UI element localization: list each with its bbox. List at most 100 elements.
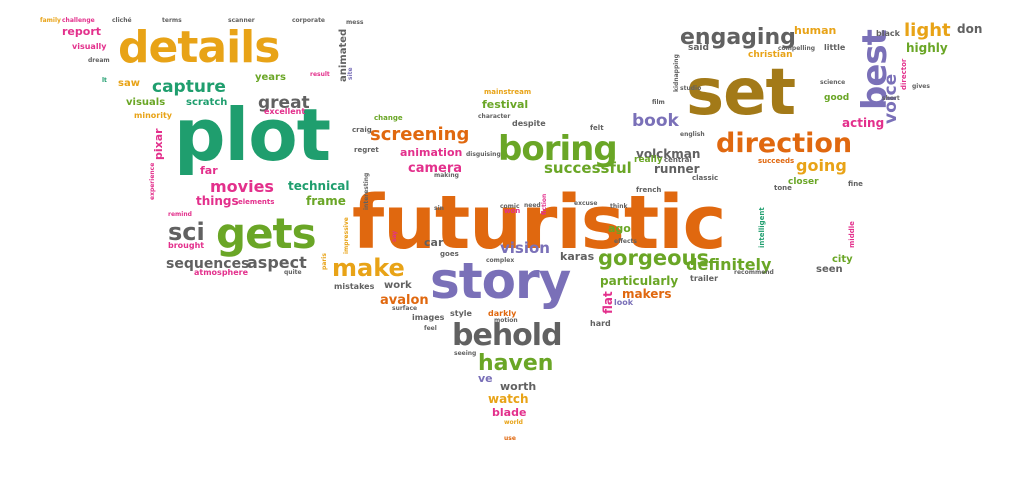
word-seeing: seeing <box>454 350 476 357</box>
word-sequences: sequences <box>166 256 249 272</box>
word-look: look <box>614 298 634 307</box>
word-brought: brought <box>168 241 204 250</box>
word-saw: saw <box>118 78 140 89</box>
word-dream: dream <box>88 57 110 64</box>
word-terms: terms <box>162 17 182 24</box>
word-comic: comic <box>500 203 520 210</box>
word-animation: animation <box>400 146 462 159</box>
word-watch: watch <box>488 392 529 406</box>
word-ve: ve <box>478 372 493 385</box>
word-change: change <box>374 114 403 122</box>
word-elements: elements <box>238 198 274 206</box>
word-flat: flat <box>601 291 615 314</box>
word-recommend: recommend <box>734 269 774 276</box>
word-capture: capture <box>152 77 226 97</box>
word-studio: studio <box>680 85 701 92</box>
word-futuristic: futuristic <box>352 180 725 266</box>
word-craig: craig <box>352 126 372 134</box>
word-fine: fine <box>848 180 863 188</box>
word-set: set <box>686 56 796 130</box>
word-lt: lt <box>102 77 107 84</box>
word-technical: technical <box>288 179 350 193</box>
word-succeeds: succeeds <box>758 157 794 165</box>
word-surface: surface <box>392 305 417 312</box>
word-paris: paris <box>321 253 328 270</box>
word-disguising: disguising <box>466 151 501 158</box>
word-world: world <box>504 419 523 426</box>
word-french: french <box>636 186 661 194</box>
word-story: story <box>430 252 571 310</box>
word-definitely: definitely <box>686 255 772 274</box>
word-car: car <box>424 236 444 249</box>
word-site: site <box>347 67 354 80</box>
word-sin: sin <box>434 205 444 212</box>
word-city: city <box>832 254 853 265</box>
word-frame: frame <box>306 194 346 208</box>
word-screening: screening <box>370 124 469 145</box>
word-mainstream: mainstream <box>484 88 531 96</box>
word-years: years <box>255 72 286 83</box>
word-acting: acting <box>842 116 884 130</box>
word-result: result <box>310 71 330 78</box>
word-voice: voice <box>881 74 901 124</box>
word-christian: christian <box>748 50 793 60</box>
word-good: good <box>824 93 849 103</box>
word-challenge: challenge <box>62 17 95 24</box>
word-plot: plot <box>174 93 330 177</box>
word-festival: festival <box>482 98 528 111</box>
word-effects: effects <box>614 238 637 245</box>
word-details: details <box>118 22 279 73</box>
word-camera: camera <box>408 161 462 176</box>
word-director: director <box>900 58 908 90</box>
word-excuse: excuse <box>574 200 597 207</box>
word-make: make <box>332 254 405 282</box>
word-won: won <box>504 207 520 215</box>
word-middle: middle <box>848 221 856 248</box>
word-visuals: visuals <box>126 97 165 108</box>
word-visually: visually <box>72 42 107 51</box>
word-great: great <box>258 93 310 113</box>
word-gorgeous: gorgeous <box>598 246 709 270</box>
word-work: work <box>384 280 412 291</box>
word-style: style <box>450 309 473 318</box>
word-movies: movies <box>210 177 274 196</box>
word-highly: highly <box>906 41 948 55</box>
word-avalon: avalon <box>380 293 429 308</box>
word-best: best <box>855 29 895 110</box>
word-runner: runner <box>654 162 700 176</box>
word-vision: vision <box>500 239 550 257</box>
word-excellent: excellent <box>264 107 305 116</box>
word-impressive: impressive <box>343 217 350 254</box>
word-classic: classic <box>692 174 718 182</box>
word-film: film <box>652 99 665 106</box>
word-minority: minority <box>134 111 173 120</box>
word-karas: karas <box>560 250 595 263</box>
word-kidnapping: kidnapping <box>673 54 680 92</box>
word-said: said <box>688 43 709 53</box>
word-complex: complex <box>486 257 514 264</box>
word-don: don <box>957 22 982 36</box>
word-successful: successful <box>544 159 632 177</box>
word-seen: seen <box>816 264 843 275</box>
word-corporate: corporate <box>292 17 325 24</box>
word-closer: closer <box>788 177 819 187</box>
word-felt: felt <box>590 124 604 132</box>
word-compelling: compelling <box>778 45 815 52</box>
word-scanner: scanner <box>228 17 255 24</box>
word-animated: animated <box>338 29 349 82</box>
word-feel: feel <box>424 325 437 332</box>
word-pixar: pixar <box>152 128 165 160</box>
word-science: science <box>820 79 845 86</box>
word-need: need <box>524 202 541 209</box>
word-worth: worth <box>500 380 536 393</box>
word-experience: experience <box>149 163 156 200</box>
word-things: things <box>196 194 239 208</box>
word-gives: gives <box>912 83 930 90</box>
word-tone: tone <box>774 184 792 192</box>
word-direction: direction <box>716 128 852 159</box>
word-hard: hard <box>590 319 611 328</box>
word-makers: makers <box>622 287 671 301</box>
word-book: book <box>632 111 680 131</box>
word-family: family <box>40 17 61 24</box>
